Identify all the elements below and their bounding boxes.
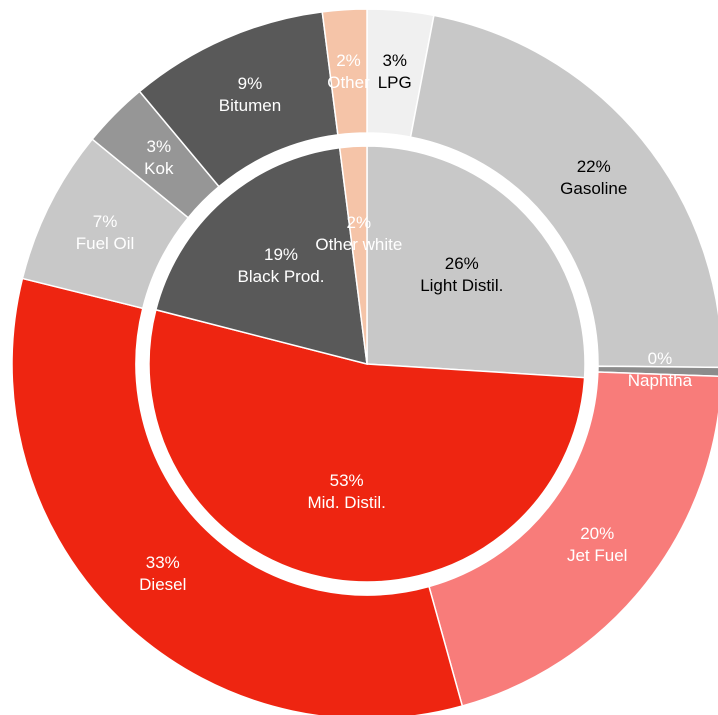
category-label: Naphtha <box>627 371 693 391</box>
value-label: 0% <box>647 349 673 369</box>
value-label: 2% <box>346 213 372 233</box>
category-label: Fuel Oil <box>75 233 135 253</box>
inner-slice <box>338 145 368 365</box>
category-label: Gasoline <box>560 179 628 199</box>
slice-label: 53% Mid. Distil. <box>299 470 395 514</box>
slice-label: 7% Fuel Oil <box>57 211 153 255</box>
slice-label: 20% Jet Fuel <box>549 523 645 567</box>
outer-slice <box>321 8 368 136</box>
value-label: 9% <box>237 74 263 94</box>
slice-label: 33% Diesel <box>115 552 211 596</box>
slice-label: 3% LPG <box>347 50 443 94</box>
value-label: 3% <box>146 136 172 156</box>
slice-label: 0% Naphtha <box>612 348 708 392</box>
slice-label: 19% Black Prod. <box>233 244 329 288</box>
category-label: LPG <box>377 73 412 93</box>
inner-slice <box>366 145 586 379</box>
value-label: 2% <box>336 50 361 70</box>
value-label: 53% <box>329 471 364 491</box>
slice-label: 22% Gasoline <box>546 156 642 200</box>
category-label: Diesel <box>139 575 187 595</box>
slice-label: 3% Kok <box>111 136 207 180</box>
outer-slice <box>428 371 718 707</box>
value-label: 26% <box>444 254 479 273</box>
slice-label: 2% Other <box>300 50 396 94</box>
slice-label: 9% Bitumen <box>202 73 298 117</box>
category-label: Kok <box>144 158 174 178</box>
value-label: 20% <box>580 524 615 544</box>
inner-slice <box>154 146 368 366</box>
outer-slice <box>11 277 464 715</box>
value-label: 7% <box>92 211 118 231</box>
inner-slice <box>148 308 586 583</box>
category-label: Other <box>327 72 370 92</box>
category-label: Black Prod. <box>237 267 325 287</box>
category-label: Light Distil. <box>420 276 504 295</box>
slice-label: 2% Other white <box>311 212 407 256</box>
value-label: 19% <box>264 245 299 265</box>
value-label: 22% <box>576 157 611 177</box>
value-label: 3% <box>382 51 408 71</box>
category-label: Mid. Distil. <box>307 493 386 513</box>
category-label: Jet Fuel <box>566 546 628 566</box>
category-label: Other white <box>315 235 403 255</box>
outer-slice <box>409 14 718 369</box>
slice-label: 26% Light Distil. <box>414 253 510 297</box>
category-label: Bitumen <box>218 96 282 116</box>
value-label: 33% <box>145 553 180 573</box>
